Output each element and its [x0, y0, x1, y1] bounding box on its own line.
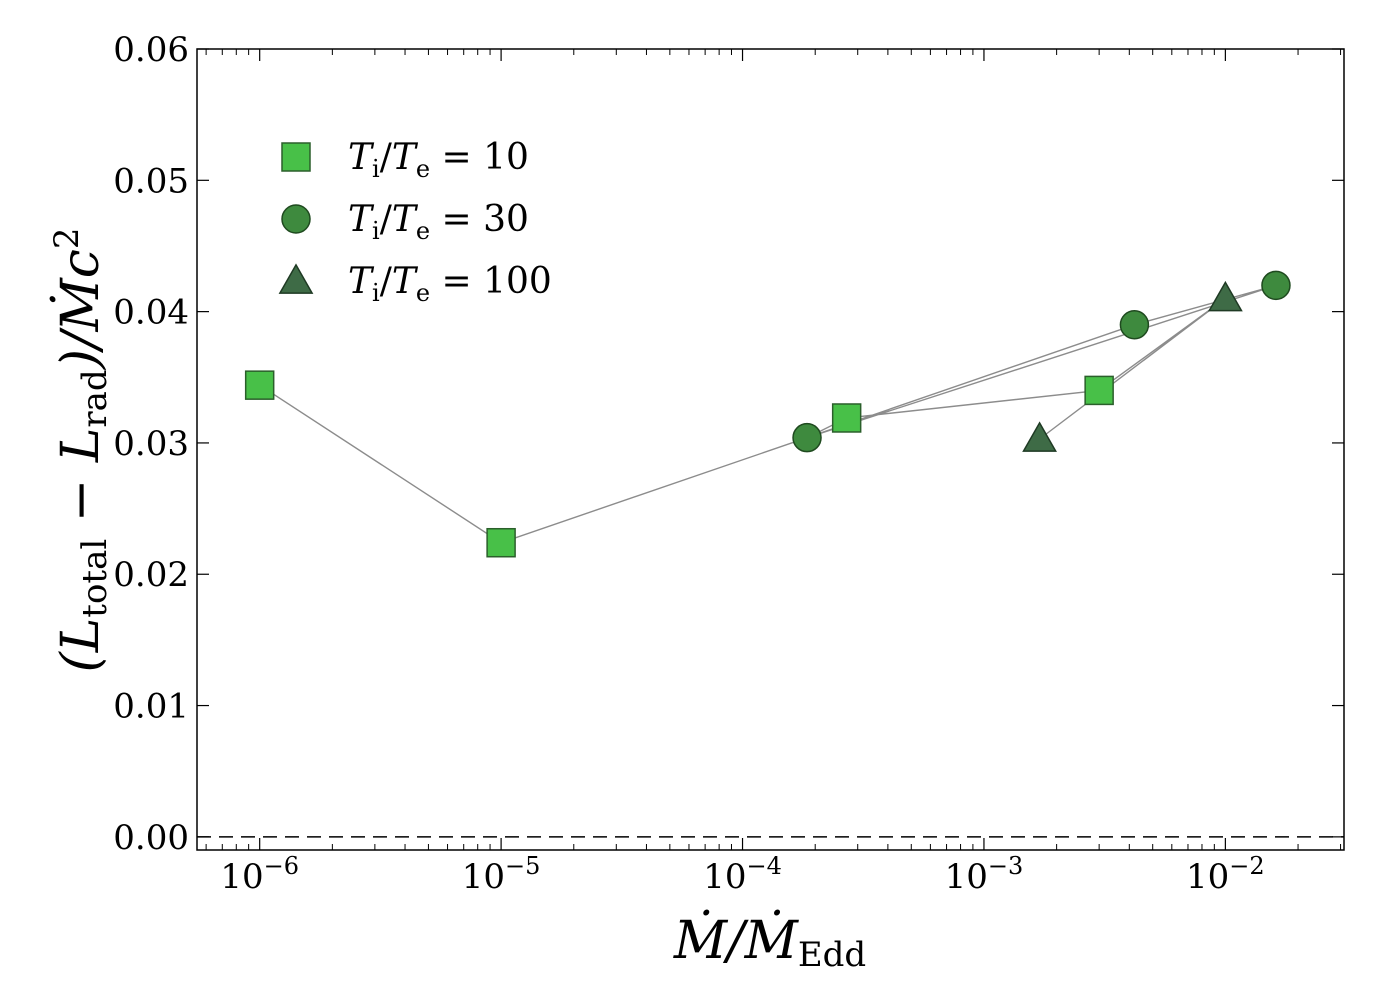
legend-label-eq: = — [430, 199, 483, 240]
legend-label-s2: e — [416, 217, 430, 245]
markers-layer — [244, 270, 1291, 558]
data-point-square — [486, 527, 516, 558]
legend-entry: Ti/Te = 30 — [281, 199, 529, 245]
data-point-square — [1084, 375, 1114, 406]
legend-label-s1: i — [372, 155, 380, 183]
legend-label-eq: = — [430, 137, 483, 178]
y-axis-title: (Ltotal − Lrad)/Ṁc2 — [47, 227, 115, 672]
y-axis-title-sub1: total — [75, 539, 115, 618]
x-tick-label-exponent: −2 — [1229, 852, 1264, 880]
y-tick-label: 0.03 — [113, 424, 189, 464]
x-axis-title-main: Ṁ/Ṁ — [673, 910, 800, 971]
legend-label-val: 30 — [483, 199, 529, 240]
legend-label-slash: / — [380, 137, 393, 178]
ticks-layer — [197, 48, 1344, 850]
x-tick-label-base: 10 — [945, 857, 988, 897]
legend-label-slash: / — [380, 199, 393, 240]
y-tick-label: 0.06 — [113, 30, 189, 70]
legend-label-T1: T — [348, 137, 375, 178]
legend-label: Ti/Te = 10 — [348, 137, 529, 183]
legend-label-eq: = — [430, 261, 483, 302]
series-triangle — [1022, 280, 1243, 452]
legend-label-T2: T — [392, 137, 419, 178]
y-axis-title-sup: 2 — [47, 227, 87, 249]
legend-label-s2: e — [416, 155, 430, 183]
y-tick-label: 0.04 — [113, 293, 189, 333]
x-tick-label: 10−6 — [220, 852, 299, 897]
y-axis-title-close: )/Ṁc — [50, 249, 111, 370]
data-point-circle — [1119, 310, 1150, 340]
x-tick-label-exponent: −5 — [505, 852, 540, 880]
y-tick-label: 0.01 — [113, 687, 189, 727]
x-tick-label: 10−4 — [703, 852, 782, 897]
legend-label-val: 100 — [483, 261, 552, 302]
series-square — [244, 370, 1114, 558]
y-tick-label: 0.00 — [113, 818, 189, 858]
legend-label-T1: T — [348, 199, 375, 240]
legend-label-val: 10 — [483, 137, 529, 178]
legend-label-T2: T — [392, 199, 419, 240]
y-axis-title-sub2: rad — [75, 369, 115, 427]
x-tick-label: 10−2 — [1186, 852, 1265, 897]
data-point-triangle — [1022, 421, 1057, 452]
data-point-circle — [792, 422, 822, 453]
x-tick-label: 10−3 — [945, 852, 1024, 897]
connector-line — [259, 284, 1277, 544]
legend-marker-square — [281, 142, 311, 172]
data-point-circle — [1261, 270, 1291, 301]
legend-label-s2: e — [416, 279, 430, 307]
legend-label-slash: / — [380, 261, 393, 302]
legend-label: Ti/Te = 30 — [348, 199, 529, 245]
x-tick-label-base: 10 — [703, 857, 746, 897]
legend-label-s1: i — [372, 279, 380, 307]
legend-label-T1: T — [348, 261, 375, 302]
y-axis-title-mid: − L — [51, 428, 111, 539]
legend-label-T2: T — [392, 261, 419, 302]
y-tick-label: 0.02 — [113, 555, 189, 595]
y-tick-label: 0.05 — [113, 161, 189, 201]
x-axis-title-sub: Edd — [798, 935, 866, 975]
series-circle — [792, 270, 1291, 453]
legend-marker-circle — [281, 204, 311, 234]
x-tick-label-base: 10 — [1186, 857, 1229, 897]
legend-label-s1: i — [372, 217, 380, 245]
legend-label: Ti/Te = 100 — [348, 261, 552, 307]
legend-marker-triangle — [278, 263, 314, 294]
x-tick-label-base: 10 — [220, 857, 263, 897]
tick-labels-layer: 10−6 10−5 10−4 10−3 10−20.000.010.020.030.04… — [113, 30, 1264, 897]
x-axis-title: Ṁ/ṀEdd — [673, 910, 866, 975]
x-tick-label-exponent: −6 — [264, 852, 299, 880]
legend-entry: Ti/Te = 100 — [278, 261, 552, 307]
y-axis-title-open: (L — [51, 618, 111, 673]
x-tick-label: 10−5 — [462, 852, 541, 897]
x-tick-label-exponent: −4 — [746, 852, 781, 880]
connector-layer — [259, 284, 1277, 544]
legend-entry: Ti/Te = 10 — [281, 137, 529, 183]
data-point-triangle — [1207, 280, 1243, 312]
x-tick-label-exponent: −3 — [988, 852, 1023, 880]
data-point-square — [244, 370, 275, 400]
data-point-square — [831, 403, 862, 433]
plot-frame — [196, 48, 1345, 851]
x-tick-label-base: 10 — [462, 857, 505, 897]
